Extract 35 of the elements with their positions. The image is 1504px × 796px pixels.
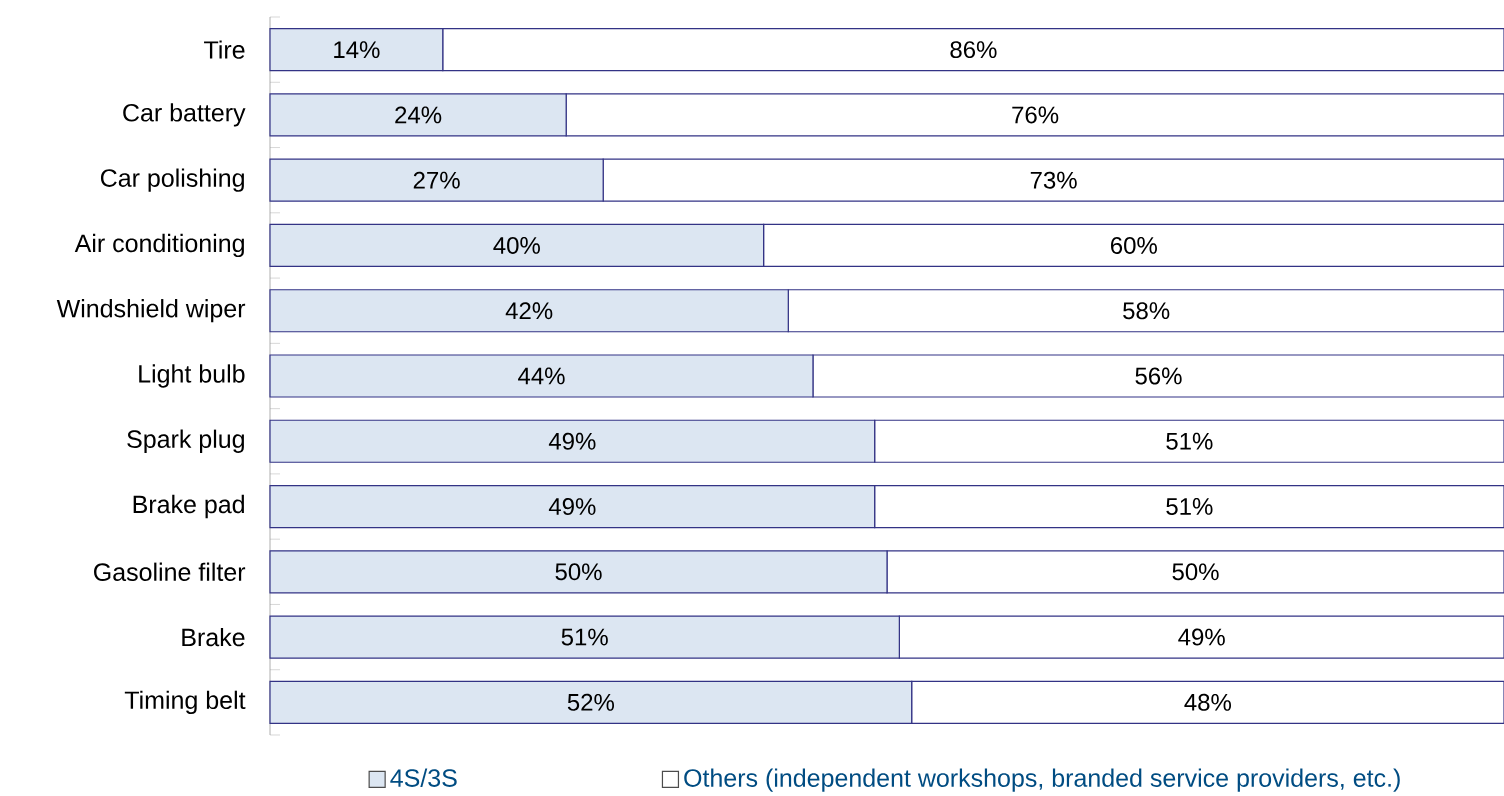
y-tick-label: Gasoline filter — [94, 562, 246, 581]
y-tick-label: Light bulb — [139, 364, 245, 388]
y-tick-label: Tire — [204, 40, 245, 59]
data-label: 50% — [1172, 563, 1219, 581]
data-label: 49% — [548, 432, 596, 450]
data-label: 27% — [413, 171, 460, 189]
data-label: 50% — [555, 563, 602, 581]
data-label: 52% — [567, 693, 614, 711]
data-label: 86% — [950, 41, 997, 59]
data-label: 40% — [493, 236, 540, 254]
series-label: Others (independent workshops, branded service providers, etc.) — [684, 768, 1400, 792]
legend-label: 4S/3S — [390, 768, 457, 787]
y-tick-label: Brake pad — [133, 494, 244, 519]
y-tick-label: Air conditioning — [74, 233, 244, 258]
data-label: 51% — [1166, 432, 1213, 450]
data-label: 60% — [1111, 236, 1157, 254]
y-tick-label: Car battery — [123, 103, 246, 127]
data-label: 73% — [1030, 171, 1077, 189]
data-label: 44% — [518, 367, 565, 385]
data-label: 14% — [334, 41, 380, 58]
data-label: 58% — [1123, 302, 1170, 320]
data-label: 42% — [505, 302, 553, 320]
data-label: 24% — [395, 106, 442, 124]
data-label: 76% — [1012, 106, 1059, 124]
data-label: 51% — [1166, 498, 1213, 515]
data-label: 56% — [1135, 367, 1182, 385]
y-tick-label: Spark plug — [127, 429, 244, 453]
data-label: 49% — [1178, 628, 1225, 646]
data-label: 49% — [548, 498, 596, 516]
data-label: 48% — [1184, 693, 1231, 711]
y-tick-label: Windshield wiper — [56, 299, 246, 323]
y-tick-label: Brake — [182, 627, 245, 647]
data-label: 51% — [561, 628, 608, 646]
y-tick-label: Timing belt — [124, 690, 246, 714]
y-tick-label: Car polishing — [100, 168, 244, 192]
